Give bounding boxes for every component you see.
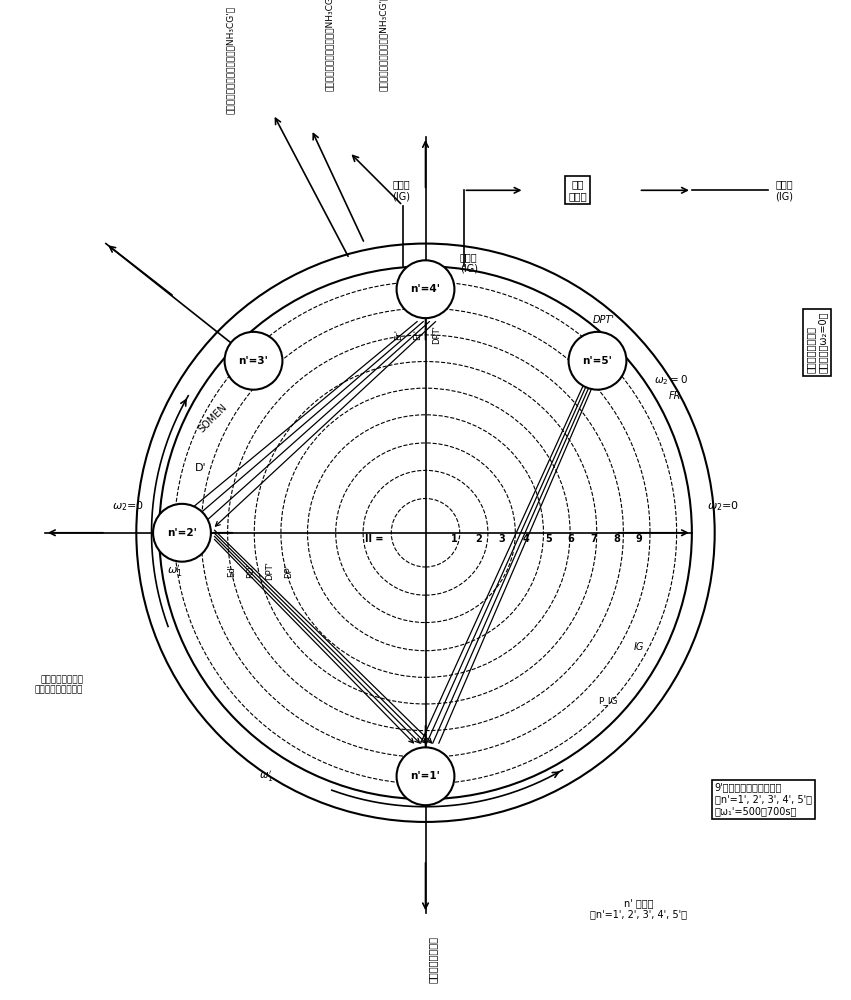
- Text: 中间气
(IG): 中间气 (IG): [392, 179, 410, 201]
- Text: 中间气
(IG): 中间气 (IG): [775, 179, 794, 201]
- Text: $\omega_1'$: $\omega_1'$: [259, 769, 273, 784]
- Text: $\omega_2=0$: $\omega_2=0$: [654, 374, 688, 387]
- Text: 来自当地循环气路
热量资源回收利用器: 来自当地循环气路 热量资源回收利用器: [35, 675, 83, 695]
- Text: 来自超级加压氨氮洗涤气（NH₃CG'）: 来自超级加压氨氮洗涤气（NH₃CG'）: [325, 0, 334, 91]
- Circle shape: [397, 747, 454, 805]
- Circle shape: [225, 332, 283, 390]
- Text: RD': RD': [246, 563, 255, 578]
- Text: n'=3': n'=3': [238, 356, 268, 366]
- Text: 9: 9: [636, 534, 643, 544]
- Text: DP': DP': [284, 564, 293, 578]
- Text: n'=5': n'=5': [583, 356, 613, 366]
- Text: IG: IG: [633, 642, 643, 652]
- Text: 来自超加压氨氮洗涤气（NH₃CG'）: 来自超加压氨氮洗涤气（NH₃CG'）: [379, 0, 387, 91]
- Text: DPT': DPT': [265, 561, 274, 580]
- Text: 6: 6: [568, 534, 574, 544]
- Text: 来自加热蒸汽气县: 来自加热蒸汽气县: [428, 936, 438, 983]
- Text: 8: 8: [613, 534, 620, 544]
- Text: P_IG: P_IG: [598, 696, 618, 705]
- Circle shape: [153, 504, 211, 562]
- Text: DPT': DPT': [593, 315, 615, 325]
- Text: Er': Er': [394, 329, 403, 340]
- Text: 9'通道变转阀及驱动机构
（n'=1', 2', 3', 4', 5'）
（ω₁'=500～700s）: 9'通道变转阀及驱动机构 （n'=1', 2', 3', 4', 5'） （ω₁…: [715, 783, 812, 816]
- Text: 中间气
(IG): 中间气 (IG): [460, 252, 477, 273]
- Text: n'=4': n'=4': [410, 284, 441, 294]
- Circle shape: [397, 260, 454, 318]
- Text: 3: 3: [499, 534, 505, 544]
- Text: $\omega_1'$: $\omega_1'$: [167, 563, 182, 579]
- Text: 5: 5: [545, 534, 551, 544]
- Text: $\omega_2$=0: $\omega_2$=0: [707, 499, 740, 513]
- Text: D': D': [195, 463, 207, 473]
- Circle shape: [568, 332, 626, 390]
- Text: 圆环形变换扭矩及
驱动机构（ω₂=0）: 圆环形变换扭矩及 驱动机构（ω₂=0）: [806, 312, 828, 373]
- Text: 4: 4: [523, 534, 529, 544]
- Text: 气液
分离器: 气液 分离器: [568, 179, 587, 201]
- Text: 2: 2: [475, 534, 482, 544]
- Text: FR: FR: [669, 391, 682, 401]
- Text: 7: 7: [591, 534, 597, 544]
- Text: n'=2': n'=2': [167, 528, 197, 538]
- Text: 1: 1: [451, 534, 458, 544]
- Text: SOMEN: SOMEN: [197, 402, 229, 435]
- Text: n' 吸附率
（n'=1', 2', 3', 4', 5'）: n' 吸附率 （n'=1', 2', 3', 4', 5'）: [590, 898, 687, 920]
- Text: Er': Er': [414, 329, 422, 340]
- Text: $\omega_2$=0: $\omega_2$=0: [111, 499, 144, 513]
- Text: 将加压后形成加压氨洗涤气（NH₃CG'）: 将加压后形成加压氨洗涤气（NH₃CG'）: [226, 6, 235, 114]
- Text: II =: II =: [365, 534, 384, 544]
- Text: n'=1': n'=1': [410, 771, 441, 781]
- Text: DPT': DPT': [432, 325, 442, 344]
- Text: Ed': Ed': [227, 564, 236, 577]
